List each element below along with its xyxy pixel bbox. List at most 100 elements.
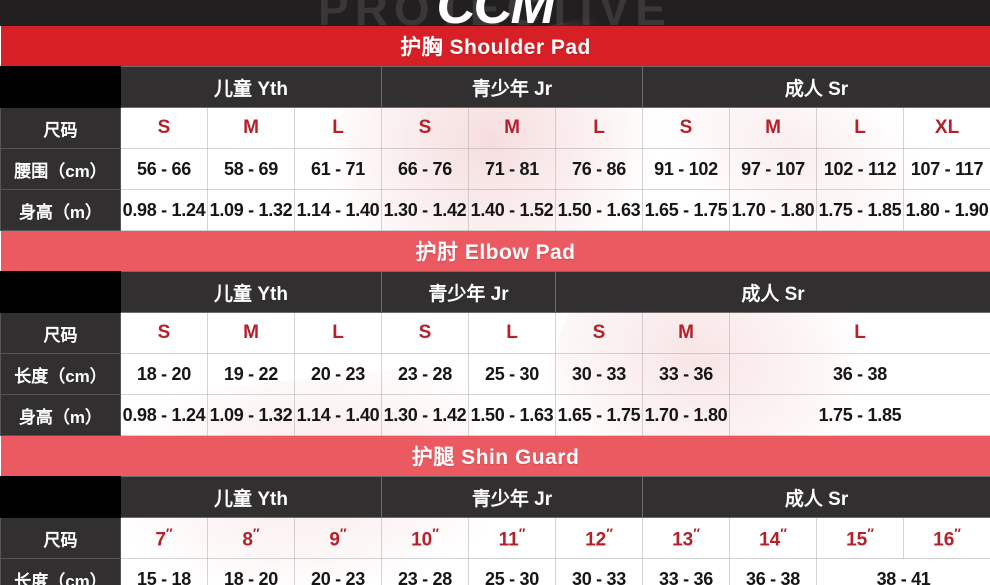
size-cell: L <box>468 312 556 354</box>
data-cell: 107 - 117 <box>902 148 990 190</box>
size-cell: L <box>294 312 382 354</box>
data-cell: 23 - 28 <box>381 558 469 585</box>
size-header-row: 尺码 S M L S L S M L <box>0 312 990 354</box>
data-cell: 15 - 18 <box>120 558 208 585</box>
data-cell: 20 - 23 <box>294 558 382 585</box>
data-cell: 1.75 - 1.85 <box>816 189 904 231</box>
data-cell: 23 - 28 <box>381 353 469 395</box>
data-cell: 36 - 38 <box>729 353 990 395</box>
row-label: 身高（m） <box>0 189 121 231</box>
size-cell: L <box>555 107 643 149</box>
row-label: 身高（m） <box>0 394 121 436</box>
data-cell: 1.65 - 1.75 <box>555 394 643 436</box>
row-label-size: 尺码 <box>0 517 121 559</box>
table-row: 身高（m） 0.98 - 1.24 1.09 - 1.32 1.14 - 1.40 1.… <box>0 189 990 231</box>
group-header-row: 儿童 Yth 青少年 Jr 成人 Sr <box>0 271 990 313</box>
data-cell: 1.80 - 1.90 <box>902 189 990 231</box>
data-cell: 0.98 - 1.24 <box>120 394 208 436</box>
data-cell: 20 - 23 <box>294 353 382 395</box>
size-table-shoulder-pad: 护胸 Shoulder Pad 儿童 Yth 青少年 Jr 成人 Sr 尺码 S M L S M L… <box>0 26 990 231</box>
data-cell: 30 - 33 <box>555 558 643 585</box>
data-cell: 1.70 - 1.80 <box>729 189 817 231</box>
size-cell: 15″ <box>816 517 904 559</box>
section-banner-title: 护腿 Shin Guard <box>0 436 990 477</box>
data-cell: 38 - 41 <box>815 558 990 585</box>
data-cell: 58 - 69 <box>207 148 295 190</box>
inch-mark-icon: ″ <box>606 524 613 541</box>
size-cell: S <box>120 312 208 354</box>
inch-mark-icon: ″ <box>432 524 439 541</box>
section-shin-guard: 护腿 Shin Guard 儿童 Yth 青少年 Jr 成人 Sr 尺码 7″ 8″ 9″ 10… <box>0 436 990 585</box>
size-table-elbow-pad: 护肘 Elbow Pad 儿童 Yth 青少年 Jr 成人 Sr 尺码 S M L S L S M L 长… <box>0 231 990 436</box>
table-corner-cell <box>0 66 121 108</box>
group-header-yth: 儿童 Yth <box>120 271 382 313</box>
data-cell: 1.50 - 1.63 <box>468 394 556 436</box>
data-cell: 71 - 81 <box>468 148 556 190</box>
data-cell: 1.14 - 1.40 <box>294 394 382 436</box>
section-banner-row: 护肘 Elbow Pad <box>0 231 990 272</box>
size-header-row: 尺码 S M L S M L S M L XL <box>0 107 990 149</box>
size-header-row: 尺码 7″ 8″ 9″ 10″ 11″ 12″ 13″ 14″ 15″ 16″ <box>0 517 990 559</box>
size-cell: M <box>468 107 556 149</box>
group-header-jr: 青少年 Jr <box>381 66 643 108</box>
data-cell: 91 - 102 <box>642 148 730 190</box>
data-cell: 66 - 76 <box>381 148 469 190</box>
size-tables-container: 护胸 Shoulder Pad 儿童 Yth 青少年 Jr 成人 Sr 尺码 S M L S M L… <box>0 26 990 585</box>
size-cell: 12″ <box>555 517 643 559</box>
data-cell: 18 - 20 <box>207 558 295 585</box>
inch-mark-icon: ″ <box>339 524 347 541</box>
inch-mark-icon: ″ <box>954 524 961 541</box>
data-cell: 18 - 20 <box>120 353 208 395</box>
table-row: 长度（cm） 18 - 20 19 - 22 20 - 23 23 - 28 25 - 3… <box>0 353 990 395</box>
size-cell: 13″ <box>642 517 730 559</box>
size-cell: 8″ <box>207 517 295 559</box>
data-cell: 25 - 30 <box>468 353 556 395</box>
group-header-jr: 青少年 Jr <box>381 271 556 313</box>
data-cell: 25 - 30 <box>468 558 556 585</box>
data-cell: 1.40 - 1.52 <box>468 189 556 231</box>
data-cell: 1.30 - 1.42 <box>381 189 469 231</box>
group-header-yth: 儿童 Yth <box>120 66 382 108</box>
group-header-jr: 青少年 Jr <box>381 476 643 518</box>
data-cell: 19 - 22 <box>207 353 295 395</box>
size-cell: M <box>729 107 817 149</box>
inch-mark-icon: ″ <box>252 524 260 541</box>
group-header-row: 儿童 Yth 青少年 Jr 成人 Sr <box>0 476 990 518</box>
brand-logo-mark: CCM <box>437 0 556 26</box>
inch-mark-icon: ″ <box>518 524 526 541</box>
data-cell: 1.09 - 1.32 <box>207 189 295 231</box>
data-cell: 1.70 - 1.80 <box>642 394 730 436</box>
size-cell: 14″ <box>729 517 817 559</box>
data-cell: 1.14 - 1.40 <box>294 189 382 231</box>
data-cell: 1.65 - 1.75 <box>642 189 730 231</box>
data-cell: 1.75 - 1.85 <box>729 394 990 436</box>
table-corner-cell <box>0 476 121 518</box>
row-label: 长度（cm） <box>0 558 121 585</box>
group-header-yth: 儿童 Yth <box>120 476 382 518</box>
brand-logo-strip: PROTECTIVE CCM <box>0 0 990 26</box>
inch-mark-icon: ″ <box>867 524 874 541</box>
table-row: 长度（cm） 15 - 18 18 - 20 20 - 23 23 - 28 25 - 3… <box>0 558 990 585</box>
size-cell: M <box>207 312 295 354</box>
data-cell: 36 - 38 <box>729 558 817 585</box>
size-cell: S <box>120 107 208 149</box>
size-cell: 9″ <box>294 517 382 559</box>
inch-mark-icon: ″ <box>780 524 787 541</box>
group-header-sr: 成人 Sr <box>641 66 990 108</box>
size-cell: L <box>816 107 904 149</box>
size-cell: 7″ <box>120 517 208 559</box>
row-label-size: 尺码 <box>0 312 121 354</box>
table-row: 身高（m） 0.98 - 1.24 1.09 - 1.32 1.14 - 1.40 1.… <box>0 394 990 436</box>
table-corner-cell <box>0 271 121 313</box>
section-banner-row: 护腿 Shin Guard <box>0 436 990 477</box>
data-cell: 0.98 - 1.24 <box>120 189 208 231</box>
table-row: 腰围（cm） 56 - 66 58 - 69 61 - 71 66 - 76 71 - 8… <box>0 148 990 190</box>
data-cell: 1.09 - 1.32 <box>207 394 295 436</box>
section-shoulder-pad: 护胸 Shoulder Pad 儿童 Yth 青少年 Jr 成人 Sr 尺码 S M L S M L… <box>0 26 990 231</box>
row-label: 长度（cm） <box>0 353 121 395</box>
row-label: 腰围（cm） <box>0 148 121 190</box>
section-banner-title: 护胸 Shoulder Pad <box>0 26 990 67</box>
inch-mark-icon: ″ <box>165 524 173 541</box>
size-cell: M <box>207 107 295 149</box>
